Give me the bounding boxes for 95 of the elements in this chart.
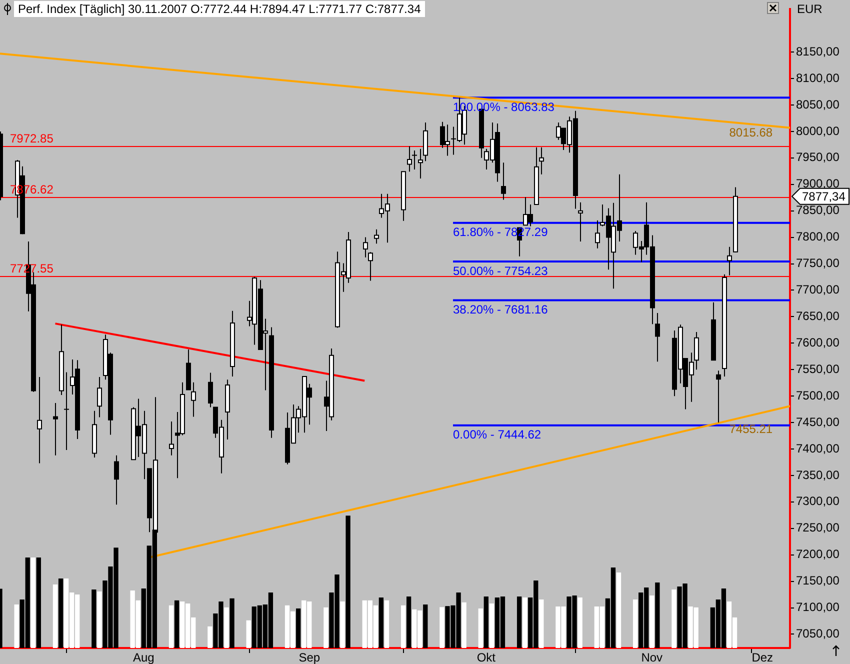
y-tick-label: 7750,00 — [796, 256, 840, 270]
x-tick-label: Sep — [298, 650, 320, 664]
y-axis-title: EUR — [797, 2, 822, 16]
bar — [516, 596, 522, 648]
y-tick-label: 7250,00 — [796, 520, 840, 535]
bar — [384, 600, 390, 648]
bar — [14, 604, 19, 648]
candlestick — [716, 370, 721, 424]
bar — [340, 601, 345, 648]
bar — [440, 607, 444, 648]
candlestick — [578, 202, 583, 242]
y-tick-label: 7600,00 — [796, 335, 840, 350]
candlestick — [53, 402, 58, 456]
candlestick — [363, 236, 368, 258]
candlestick — [727, 246, 732, 276]
bar — [578, 598, 582, 648]
candlestick — [97, 376, 102, 418]
bar — [378, 598, 384, 648]
bar — [174, 600, 180, 648]
y-tick-label: 7950,00 — [796, 150, 840, 164]
bar — [324, 607, 328, 648]
y-tick-label: 7200,00 — [796, 547, 840, 562]
bar — [423, 604, 428, 648]
bar — [224, 607, 229, 648]
y-tick-label: 7400,00 — [796, 441, 840, 456]
bar — [97, 591, 102, 648]
y-tick-label: 7700,00 — [796, 282, 840, 297]
bar — [246, 620, 251, 648]
bar — [58, 578, 64, 648]
y-tick-label: 7350,00 — [796, 468, 840, 482]
annotation: 50.00% - 7754.23 — [453, 264, 548, 278]
candlestick — [208, 372, 213, 408]
y-tick-label: 7500,00 — [796, 388, 840, 402]
bar — [36, 558, 41, 648]
y-tick-label: 7550,00 — [796, 362, 840, 376]
candlestick — [412, 150, 418, 170]
bar — [168, 605, 174, 648]
annotation: 0.00% - 7444.62 — [453, 428, 542, 442]
candlestick — [501, 162, 506, 200]
bar — [655, 582, 660, 648]
candlestick — [374, 228, 379, 244]
bar — [208, 626, 212, 648]
bar — [478, 608, 483, 648]
x-tick-label: Aug — [132, 650, 154, 664]
candlestick — [539, 146, 544, 175]
y-tick-label: 7150,00 — [796, 574, 840, 588]
bar — [52, 584, 58, 648]
bar — [462, 602, 466, 648]
bar — [632, 599, 638, 648]
bar — [616, 572, 622, 648]
candlestick — [407, 146, 412, 172]
bar — [484, 596, 488, 648]
y-tick-label: 7650,00 — [796, 309, 840, 324]
y-tick-label: 7050,00 — [796, 626, 840, 641]
y-tick-label: 7100,00 — [796, 600, 840, 614]
x-tick-label: Dez — [752, 650, 774, 664]
candlestick — [114, 454, 119, 506]
y-tick-label: 8000,00 — [796, 124, 840, 138]
y-tick-label: 8150,00 — [796, 44, 840, 58]
bar — [489, 603, 494, 648]
bar — [672, 589, 676, 648]
y-tick-label: 7800,00 — [796, 230, 840, 244]
candlestick — [64, 372, 70, 451]
candlestick — [694, 332, 699, 370]
x-tick-label: Okt — [476, 650, 496, 664]
bar — [400, 605, 406, 648]
bar — [406, 596, 412, 648]
y-tick-label: 7450,00 — [796, 414, 840, 429]
candlestick — [418, 148, 423, 180]
candlestick — [655, 312, 660, 362]
bar — [230, 598, 234, 648]
bar — [650, 596, 654, 648]
bar — [346, 516, 350, 648]
x-tick-label: Nov — [641, 650, 663, 664]
candlestick — [595, 220, 600, 249]
candlestick — [37, 376, 42, 464]
bar — [522, 598, 528, 648]
bar — [539, 599, 544, 648]
ref-line-label: 7972.85 — [10, 131, 54, 146]
chart-title: Perf. Index [Täglich] 30.11.2007 O:7772.44 H:7894.47 L:7771.77 C:7877.34 — [14, 1, 425, 17]
candlestick — [169, 420, 174, 456]
text: 7877,34 — [802, 190, 846, 204]
bar — [30, 558, 36, 648]
y-tick-label: 7850,00 — [796, 203, 840, 218]
candlestick — [191, 382, 196, 418]
annotation: 8015.68 — [729, 125, 773, 140]
annotation: 7455.21 — [729, 422, 773, 436]
bar — [296, 608, 301, 648]
bar — [92, 589, 96, 648]
y-tick-label: 8050,00 — [796, 97, 840, 112]
annotation: 38.20% - 7681.16 — [453, 302, 548, 317]
y-tick-label: 8100,00 — [796, 70, 840, 85]
y-tick-label: 7900,00 — [796, 176, 840, 191]
y-tick-label: 7300,00 — [796, 494, 840, 508]
candlestick — [368, 252, 373, 282]
